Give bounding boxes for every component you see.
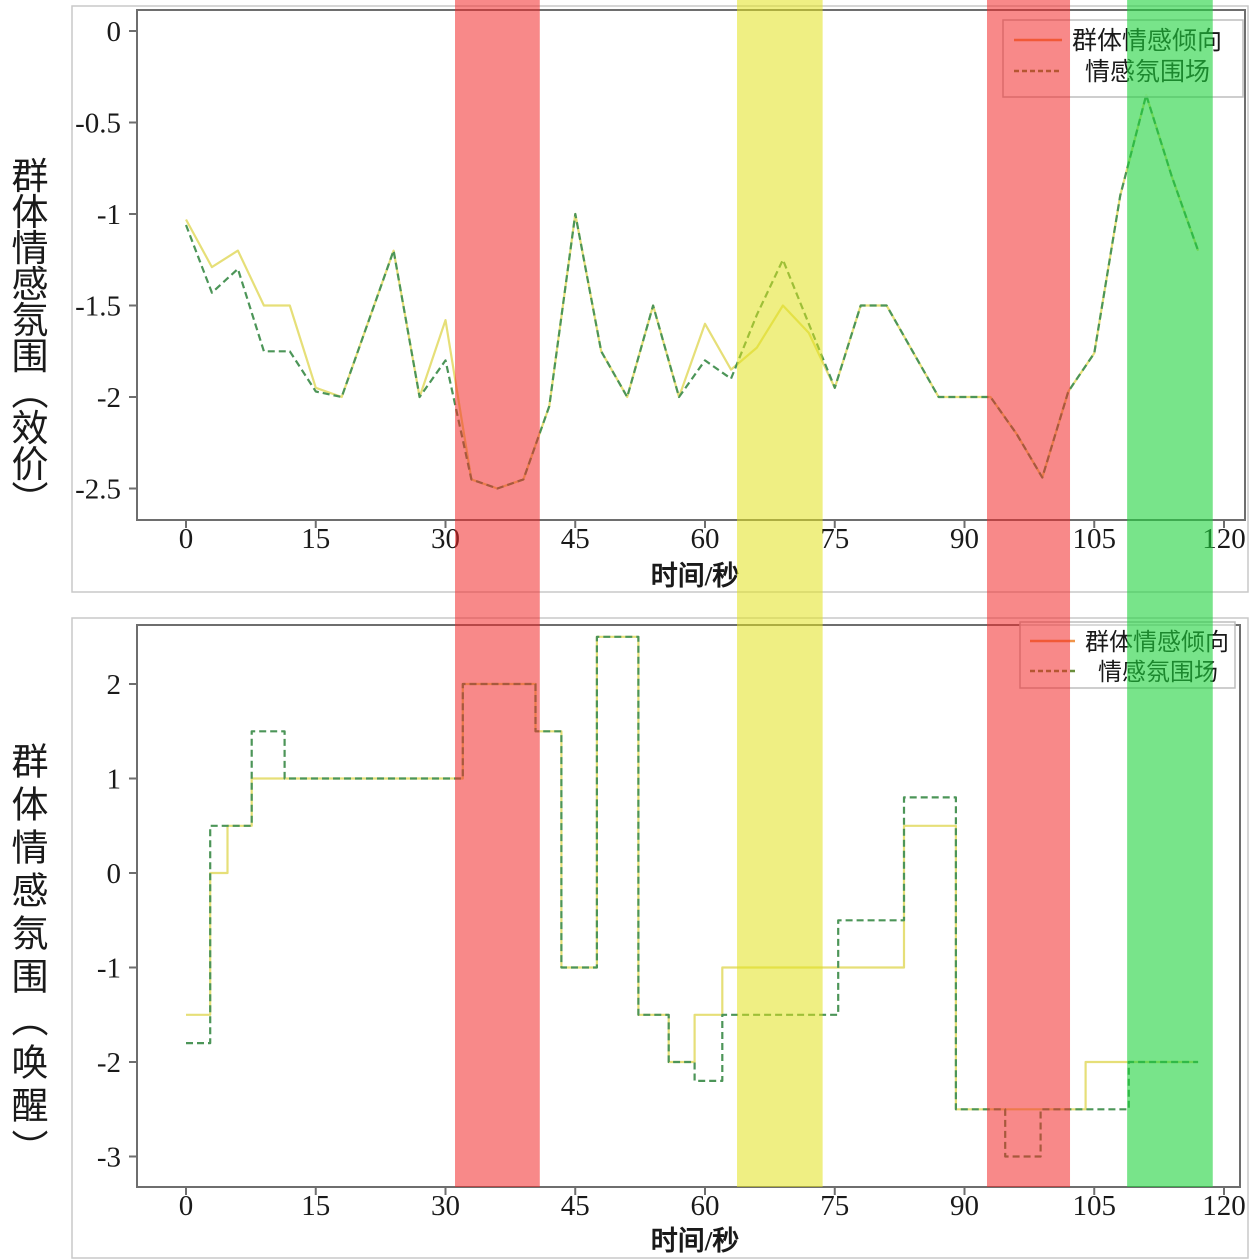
figure-border [71, 617, 1249, 1259]
x-tick-label: 45 [561, 523, 590, 555]
x-axis-label: 时间/秒 [651, 561, 740, 591]
y-tick-label: -2.5 [75, 474, 121, 506]
y-axis-label-char: 体 [12, 193, 49, 234]
figure-border [71, 5, 1249, 593]
y-axis-label-char: 围 [12, 957, 49, 998]
y-axis-label-char: 情 [12, 229, 49, 270]
y-tick-label: -1 [97, 953, 121, 985]
yellow-band [737, 0, 823, 1187]
plot-box [136, 624, 1241, 1188]
y-axis-label-char: ︵ [12, 1000, 49, 1041]
x-tick-label: 75 [820, 523, 849, 555]
x-tick-label: 45 [561, 1190, 590, 1222]
y-tick-label: -2 [97, 1047, 121, 1079]
y-axis-label-char: 群 [12, 742, 49, 783]
y-axis-label-char: 效 [12, 408, 49, 450]
y-tick-label: 2 [107, 669, 122, 701]
x-tick-label: 105 [1073, 1190, 1117, 1222]
y-tick-label: 1 [107, 764, 122, 796]
x-tick-label: 75 [820, 1190, 849, 1222]
y-axis-label-char: 体 [12, 785, 49, 826]
y-axis-label-char: ︶ [12, 481, 49, 522]
y-tick-label: -0.5 [75, 108, 121, 140]
x-tick-label: 60 [691, 1190, 720, 1222]
x-tick-label: 90 [950, 1190, 979, 1222]
x-tick-label: 105 [1073, 523, 1117, 555]
y-axis-label-char: 氛 [12, 914, 49, 955]
y-axis-label-char: 价 [12, 445, 49, 486]
y-tick-label: -1 [97, 199, 121, 231]
x-tick-label: 90 [950, 523, 979, 555]
x-tick-label: 15 [301, 523, 330, 555]
y-tick-label: -2 [97, 382, 121, 414]
y-axis-label-char: 情 [12, 828, 49, 869]
x-tick-label: 30 [431, 1190, 460, 1222]
y-tick-label: 0 [107, 16, 122, 48]
x-axis-label: 时间/秒 [651, 1226, 740, 1256]
x-tick-label: 60 [691, 523, 720, 555]
x-tick-label: 0 [179, 523, 194, 555]
y-tick-label: 0 [107, 858, 122, 890]
y-tick-label: -3 [97, 1142, 121, 1174]
y-axis-label-char: ︵ [12, 373, 49, 414]
y-axis-label-char: 感 [12, 870, 49, 912]
x-tick-label: 120 [1202, 1190, 1246, 1222]
green-band [1127, 0, 1213, 1187]
y-axis-label-char: 醒 [12, 1086, 49, 1127]
y-axis-label-char: 唤 [12, 1043, 49, 1084]
y-axis-label-char: 氛 [12, 301, 49, 342]
red-band-2 [986, 0, 1071, 1187]
y-axis-label-char: 围 [12, 337, 49, 378]
y-axis-label-char: 感 [12, 264, 49, 306]
y-axis-label-char: ︶ [12, 1129, 49, 1170]
y-tick-label: -1.5 [75, 291, 121, 323]
red-band-1 [455, 0, 540, 1187]
x-tick-label: 0 [179, 1190, 194, 1222]
series-line-atmosphere-field [186, 635, 1199, 1158]
y-axis-label-char: 群 [12, 157, 49, 198]
x-tick-label: 15 [301, 1190, 330, 1222]
